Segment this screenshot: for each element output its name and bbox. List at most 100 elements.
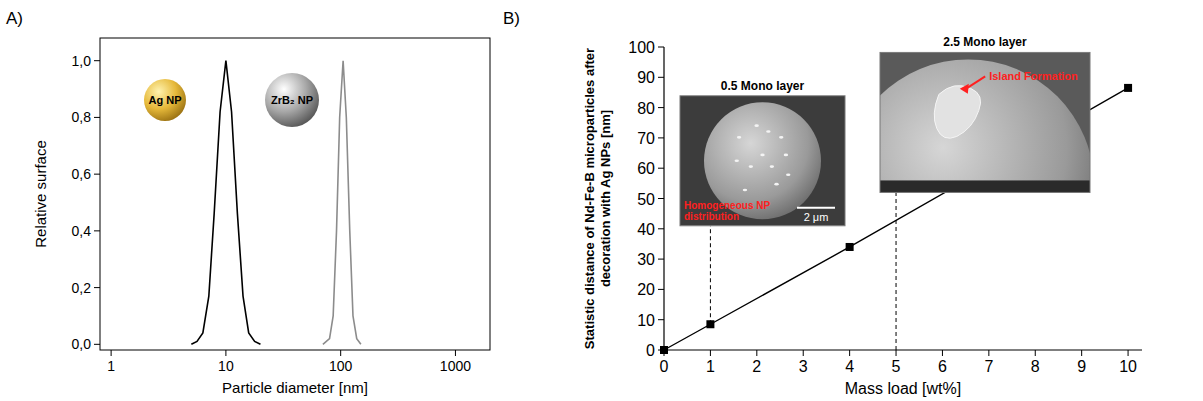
inset-ground xyxy=(680,96,845,226)
x-tick xyxy=(1035,350,1036,356)
x-axis-title: Mass load [wt%] xyxy=(845,380,961,397)
y-tick xyxy=(658,289,664,290)
nanoparticle xyxy=(770,165,774,168)
y-tick-label: 10 xyxy=(637,312,655,329)
x-axis-line xyxy=(664,349,1142,350)
caption-line: distribution xyxy=(684,211,739,222)
y-tick xyxy=(658,107,664,108)
nanoparticle xyxy=(786,174,790,177)
y-axis-title: Relative surface xyxy=(32,140,49,248)
x-tick-label: 5 xyxy=(892,358,901,375)
y-tick xyxy=(94,344,100,345)
y-tick-label: 0,4 xyxy=(72,223,92,239)
inset-border xyxy=(680,96,845,226)
data-point xyxy=(660,346,668,354)
inset-title: 0.5 Mono layer xyxy=(721,79,805,93)
panel-label: B) xyxy=(503,9,520,28)
x-tick-label: 1000 xyxy=(440,358,471,374)
nanoparticle xyxy=(766,130,770,133)
x-tick xyxy=(849,350,850,356)
y-tick xyxy=(94,117,100,118)
sem-inset xyxy=(680,96,845,226)
nanoparticle xyxy=(774,183,778,186)
x-tick-label: 7 xyxy=(984,358,993,375)
scale-bar xyxy=(797,207,835,209)
y-tick-label: 20 xyxy=(637,281,655,298)
x-axis-title: Particle diameter [nm] xyxy=(222,379,368,396)
microparticle xyxy=(880,59,1090,192)
x-tick-label: 100 xyxy=(329,358,353,374)
x-tick-label: 9 xyxy=(1077,358,1086,375)
inset-caption: Island Formation xyxy=(989,70,1078,82)
leader-dashed-line xyxy=(896,192,897,350)
x-tick xyxy=(803,350,804,356)
y-tick xyxy=(94,230,100,231)
island xyxy=(934,86,980,139)
y-tick-label: 0,2 xyxy=(72,280,92,296)
y-tick-label: 60 xyxy=(637,160,655,177)
y-tick-label: 30 xyxy=(637,251,655,268)
x-tick-label: 2 xyxy=(752,358,761,375)
nanoparticle xyxy=(737,136,741,139)
x-tick xyxy=(225,350,226,356)
x-tick-label: 10 xyxy=(1119,358,1137,375)
sem-inset xyxy=(880,52,1090,192)
y-tick-label: 0,6 xyxy=(72,166,92,182)
sphere-icon xyxy=(265,73,319,127)
inset-caption: Homogeneous NPdistribution xyxy=(684,200,770,222)
y-axis-title-line: Statistic distance of Nd-Fe-B microparti… xyxy=(582,48,597,349)
scale-bar-label: 2 μm xyxy=(804,211,829,223)
y-tick xyxy=(658,137,664,138)
x-tick-label: 6 xyxy=(938,358,947,375)
sphere-icon xyxy=(144,79,186,121)
y-axis-title-line: decoration with Ag NPs [nm] xyxy=(598,110,613,287)
x-tick-label: 0 xyxy=(660,358,669,375)
y-tick xyxy=(658,319,664,320)
y-tick-label: 40 xyxy=(637,221,655,238)
nanoparticle xyxy=(760,154,764,157)
x-tick xyxy=(896,350,897,356)
nanoparticle xyxy=(743,189,747,192)
x-tick xyxy=(1128,350,1129,356)
nanoparticle xyxy=(749,165,753,168)
arrow-shaft xyxy=(966,76,985,88)
x-tick xyxy=(340,350,341,356)
y-tick-label: 80 xyxy=(637,100,655,117)
y-tick-label: 90 xyxy=(637,69,655,86)
x-tick xyxy=(710,350,711,356)
x-tick xyxy=(1081,350,1082,356)
y-tick xyxy=(658,168,664,169)
y-tick xyxy=(94,174,100,175)
y-tick-label: 1,0 xyxy=(72,53,92,69)
y-tick-label: 50 xyxy=(637,191,655,208)
nanoparticle xyxy=(784,154,788,157)
y-tick xyxy=(94,287,100,288)
x-tick xyxy=(455,350,456,356)
caption-line: Homogeneous NP xyxy=(684,200,770,211)
series-line xyxy=(191,61,260,345)
leader-dashed-line xyxy=(710,226,711,324)
y-tick-label: 100 xyxy=(628,39,655,56)
x-tick-label: 1 xyxy=(706,358,715,375)
y-tick-label: 70 xyxy=(637,130,655,147)
data-point xyxy=(846,243,854,251)
series-name: Ag NP xyxy=(149,94,182,106)
x-tick-label: 8 xyxy=(1031,358,1040,375)
inset-border xyxy=(880,52,1090,192)
y-tick xyxy=(658,198,664,199)
y-axis-title: Statistic distance of Nd-Fe-B microparti… xyxy=(582,48,613,349)
series-line xyxy=(323,61,361,345)
figure: A)11010010000,00,20,40,60,81,0Particle d… xyxy=(0,0,1203,401)
data-point xyxy=(1124,84,1132,92)
plot-area xyxy=(191,61,361,345)
arrow-head xyxy=(960,84,969,94)
y-tick-label: 0 xyxy=(646,342,655,359)
nanoparticle xyxy=(779,136,783,139)
x-tick-label: 3 xyxy=(799,358,808,375)
x-tick xyxy=(756,350,757,356)
nanoparticle xyxy=(735,159,739,162)
x-tick-label: 10 xyxy=(218,358,234,374)
y-tick xyxy=(658,259,664,260)
series-name: ZrB₂ NP xyxy=(271,94,313,106)
plot-frame xyxy=(100,38,490,350)
